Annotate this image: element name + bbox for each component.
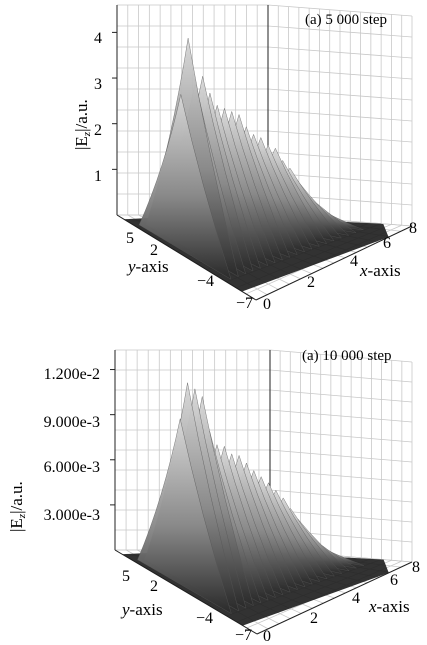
plot-2-z-tick: 9.000e-3 [44,414,100,431]
plot-1-z-tick: 2 [94,122,102,139]
grid-line [269,349,413,363]
plot-2-z-tick: 3.000e-3 [44,507,100,524]
plot-1-z-tick: 3 [94,76,102,93]
plot-2-x-tick: 6 [390,572,398,589]
plot-2-x-tick: 8 [412,559,420,576]
plot-2-y-tick: 2 [150,578,158,595]
plot-2-annotation: (a) 10 000 step [302,348,392,364]
plot-1-z-tick: 4 [94,30,102,47]
plot-1-x-tick: 0 [263,296,271,313]
grid-line [267,130,413,143]
plot-2-y-tick: −7 [235,627,252,644]
plot-1-y-tick: −4 [197,273,214,290]
grid-line [267,109,413,122]
surface-plot-10000-step: (a) 10 000 step |Ez|/a.u. 1.200e-2 9.000… [0,322,427,645]
plot-1-x-axis-label: x-axis [359,261,401,280]
plot-2-y-axis-label: y-axis [120,600,163,619]
plot-2-x-axis-label: x-axis [368,597,410,616]
grid-line [269,489,413,503]
surface-plot-5000-step: (a) 5 000 step |Ez|/a.u. 4 3 2 1 5 2 −4 … [0,0,427,322]
plot-2-z-tick: 1.200e-2 [44,366,100,383]
plot-2-y-tick: −4 [196,610,213,627]
grid-line [269,409,413,423]
plot-1-x-tick: 6 [383,235,391,252]
grid-line [269,509,413,523]
plot-1-y-tick: −7 [236,295,253,312]
plot-1-z-tick: 1 [94,168,102,185]
plot-2-x-tick: 0 [263,628,271,645]
surface-plot-1-svg: (a) 5 000 step |Ez|/a.u. 4 3 2 1 5 2 −4 … [72,4,417,313]
grid-line [269,469,413,483]
grid-line [269,449,413,463]
plot-1-y-axis-label: y-axis [126,257,169,276]
grid-line [267,151,413,164]
plot-1-x-tick: 8 [409,220,417,237]
plot-1-annotation: (a) 5 000 step [305,12,387,28]
grid-line [269,389,413,403]
plot-1-y-tick: 2 [150,242,158,259]
x-axis-line [255,225,413,301]
grid-line [267,67,413,80]
plot-2-x-tick: 4 [352,590,360,607]
plot-2-z-axis-label: |Ez|/a.u. [7,481,28,532]
plot-1-z-axis-label: |Ez|/a.u. [72,99,93,150]
surface-ridge [137,418,232,614]
grid-line [267,88,413,101]
surface-plot-2-svg: (a) 10 000 step |Ez|/a.u. 1.200e-2 9.000… [7,348,420,645]
plot-1-x-tick: 4 [350,253,358,270]
surface-ridge [138,94,232,280]
grid-line [267,25,413,38]
grid-line [267,4,413,17]
x-axis-line [256,561,413,635]
plot-1-y-tick: 5 [126,230,134,247]
plot-2-y-tick: 5 [122,568,130,585]
grid-line [269,369,413,383]
plot-2-x-tick: 2 [310,610,318,627]
plot-1-x-tick: 2 [307,274,315,291]
plot-2-z-tick: 6.000e-3 [44,459,100,476]
grid-line [267,46,413,59]
grid-line [269,429,413,443]
